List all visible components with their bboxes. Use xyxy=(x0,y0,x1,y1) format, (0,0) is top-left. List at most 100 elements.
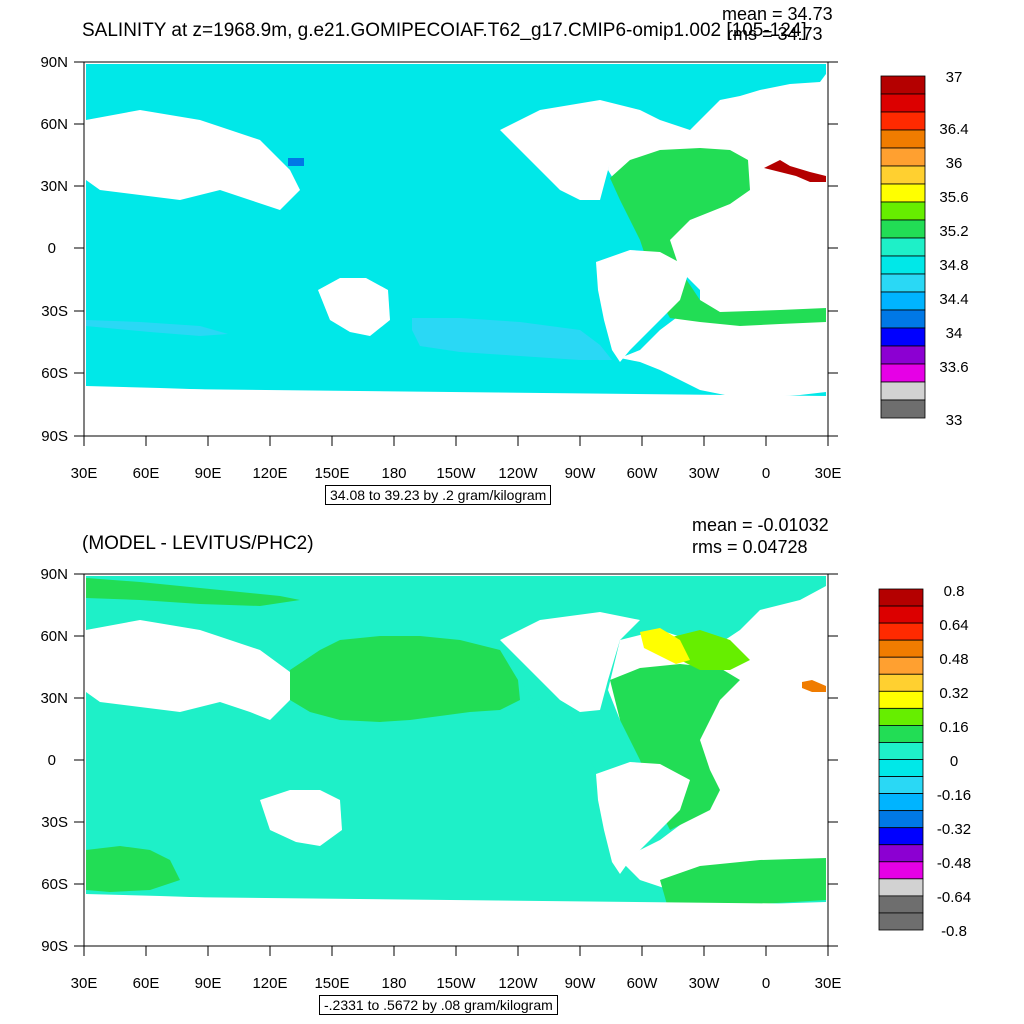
bottom-arctic-green xyxy=(86,578,300,606)
colorbar-box xyxy=(880,219,926,239)
bottom-lat-label: 60S xyxy=(41,876,68,893)
bottom-colorbar-label: -0.48 xyxy=(937,855,971,872)
bottom-lat-ticks xyxy=(74,573,838,947)
top-colorbar-label: 33.6 xyxy=(939,359,968,376)
colorbar-box xyxy=(880,345,926,365)
colorbar-box xyxy=(878,622,924,641)
top-map-title: SALINITY at z=1968.9m, g.e21.GOMIPECOIAF… xyxy=(82,20,807,41)
colorbar-box xyxy=(878,912,924,931)
bottom-land-asia xyxy=(86,620,290,720)
bottom-colorbar-label: -0.8 xyxy=(941,923,967,940)
top-lon-label: 90W xyxy=(565,465,597,482)
bottom-lon-label: 150W xyxy=(436,975,476,992)
colorbar-box xyxy=(878,639,924,658)
bottom-land-antarctica xyxy=(84,896,826,944)
colorbar-box xyxy=(878,878,924,897)
bottom-lat-label: 0 xyxy=(48,752,56,769)
bottom-land-australia xyxy=(260,790,342,846)
colorbar-box xyxy=(878,861,924,880)
colorbar-box xyxy=(880,309,926,329)
top-mean-label: mean = 34.73 xyxy=(722,4,833,24)
bottom-orange-patch xyxy=(802,680,826,692)
colorbar-box xyxy=(878,690,924,709)
colorbar-box xyxy=(880,327,926,347)
colorbar-box xyxy=(880,399,926,419)
bottom-colorbar-label: 0.32 xyxy=(939,685,968,702)
top-south-pacific-band xyxy=(412,318,612,360)
bottom-lon-labels: 30E 60E 90E 120E 150E 180 150W 120W 90W … xyxy=(71,975,842,992)
bottom-lat-label: 30N xyxy=(40,690,68,707)
colorbar-box xyxy=(880,201,926,221)
colorbar-box xyxy=(880,363,926,383)
top-plot-frame xyxy=(83,61,829,437)
top-lon-label: 30W xyxy=(689,465,721,482)
bottom-lat-labels: 90N 60N 30N 0 30S 60S 90S xyxy=(40,566,68,955)
colorbar-box xyxy=(878,793,924,812)
colorbar-box xyxy=(878,656,924,675)
colorbar-box xyxy=(880,129,926,149)
bottom-land-northamerica xyxy=(500,612,640,712)
top-lon-label: 0 xyxy=(762,465,770,482)
top-southern-indian-band xyxy=(86,320,228,336)
colorbar-box xyxy=(878,759,924,777)
top-lat-labels: 90N 60N 30N 0 30S 60S 90S xyxy=(40,54,68,445)
colorbar-box xyxy=(878,725,924,743)
top-lon-labels: 30E 60E 90E 120E 150E 180 150W 120W 90W … xyxy=(71,465,842,482)
bottom-lon-label: 60E xyxy=(133,975,160,992)
top-land-asia xyxy=(86,110,300,210)
bottom-mean-label: mean = -0.01032 xyxy=(692,515,829,535)
bottom-southern-green-west xyxy=(86,846,180,892)
bottom-lat-label: 30S xyxy=(41,814,68,831)
bottom-plot-frame xyxy=(83,573,829,947)
top-colorbar-label: 35.6 xyxy=(939,189,968,206)
top-lon-label: 120W xyxy=(498,465,538,482)
colorbar-box xyxy=(878,895,924,914)
top-lon-ticks xyxy=(83,436,829,446)
top-colorbar-label: 37 xyxy=(946,69,963,86)
bottom-colorbar-labels: 0.8 0.64 0.48 0.32 0.16 0 -0.16 -0.32 -0… xyxy=(937,583,971,940)
top-colorbar-label: 36.4 xyxy=(939,121,968,138)
top-ocean-field xyxy=(84,64,826,434)
top-colorbar-label: 34.8 xyxy=(939,257,968,274)
colorbar-box xyxy=(880,111,926,131)
top-lat-label: 90N xyxy=(40,54,68,71)
top-lon-label: 120E xyxy=(252,465,287,482)
bottom-lon-label: 120W xyxy=(498,975,538,992)
top-lon-label: 30E xyxy=(815,465,842,482)
colorbar-box xyxy=(878,588,924,607)
colorbar-box xyxy=(880,93,926,113)
colorbar-box xyxy=(878,810,924,829)
bottom-lon-label: 60W xyxy=(627,975,659,992)
colorbar-box xyxy=(880,273,926,293)
colorbar-box xyxy=(878,673,924,692)
top-lat-label: 60N xyxy=(40,116,68,133)
bottom-ocean-field xyxy=(84,576,826,944)
top-atlantic-green xyxy=(610,148,826,326)
top-lon-label: 60E xyxy=(133,465,160,482)
colorbar-box xyxy=(880,183,926,203)
top-range-label: 34.08 to 39.23 by .2 gram/kilogram xyxy=(325,485,552,505)
bottom-ocean-base xyxy=(86,576,826,914)
top-colorbar-label: 34 xyxy=(946,325,963,342)
top-land-australia xyxy=(318,278,390,336)
top-colorbar xyxy=(880,75,926,419)
bottom-lon-label: 30E xyxy=(815,975,842,992)
bottom-map-title: (MODEL - LEVITUS/PHC2) xyxy=(82,533,314,554)
bottom-lon-label: 120E xyxy=(252,975,287,992)
top-rms-label: rms = 34.73 xyxy=(727,24,823,44)
bottom-lon-label: 30W xyxy=(689,975,721,992)
top-lon-label: 90E xyxy=(195,465,222,482)
top-lat-label: 60S xyxy=(41,365,68,382)
colorbar-box xyxy=(880,75,926,95)
bottom-lon-label: 30E xyxy=(71,975,98,992)
colorbar-box xyxy=(878,742,924,760)
top-lon-label: 180 xyxy=(381,465,406,482)
bottom-colorbar xyxy=(878,588,924,931)
top-colorbar-label: 34.4 xyxy=(939,291,968,308)
top-lon-label: 150W xyxy=(436,465,476,482)
colorbar-box xyxy=(878,776,924,794)
colorbar-box xyxy=(880,147,926,167)
bottom-lat-label: 90N xyxy=(40,566,68,583)
top-lon-label: 60W xyxy=(627,465,659,482)
